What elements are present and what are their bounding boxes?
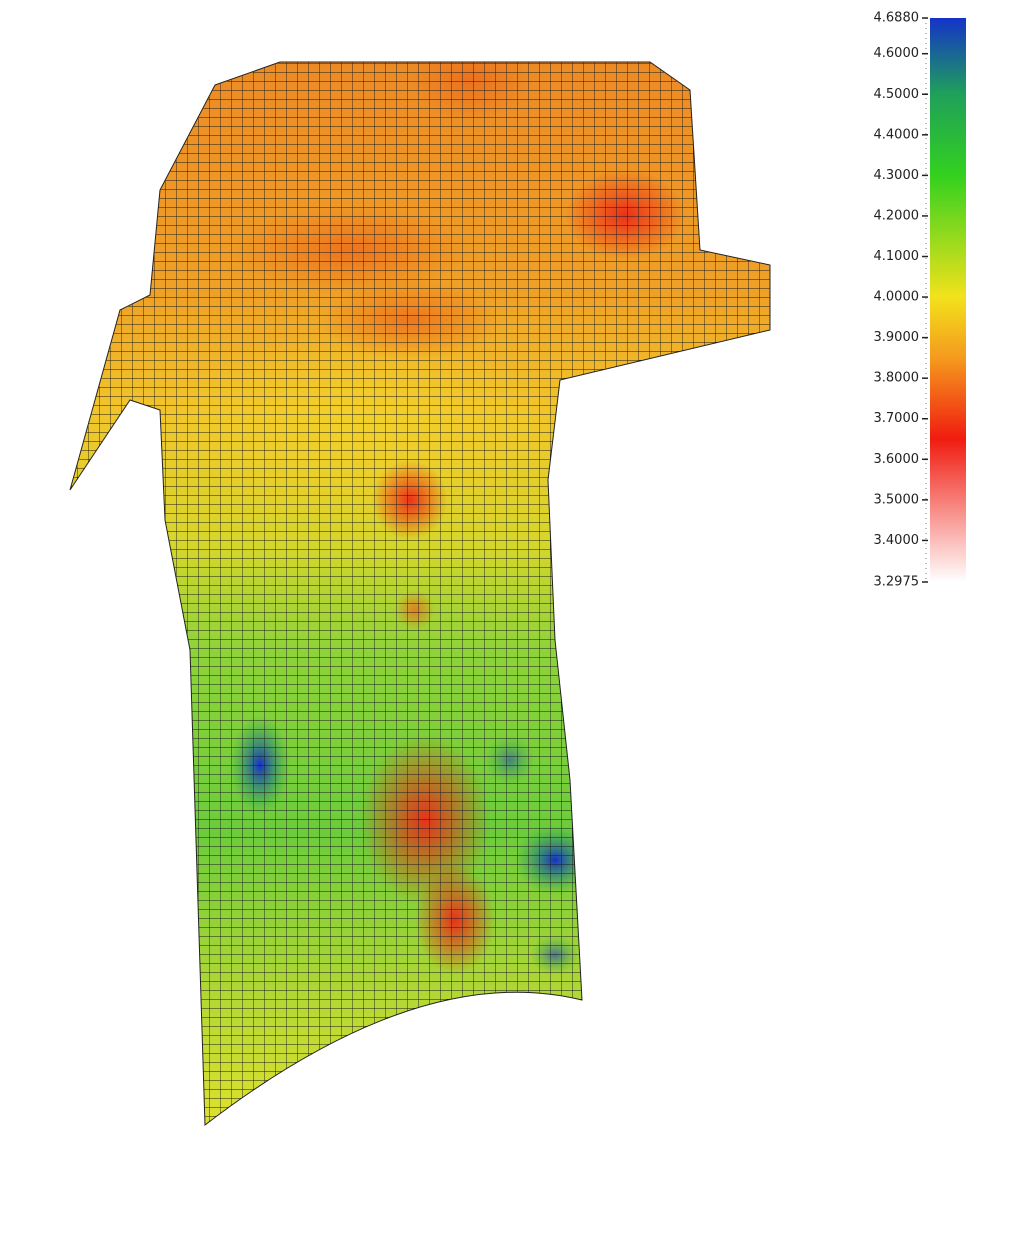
tick-label: 4.6000 <box>874 46 920 61</box>
tick-label: 4.0000 <box>874 290 920 305</box>
tick-label: 3.5000 <box>874 492 920 507</box>
tick-label: 4.6880 <box>874 11 920 26</box>
tick-label: 4.5000 <box>874 87 920 102</box>
surface <box>70 62 770 1125</box>
tick-label: 3.6000 <box>874 452 920 467</box>
tick-label: 4.3000 <box>874 168 920 183</box>
tick-label: 3.7000 <box>874 411 920 426</box>
tick-label: 3.8000 <box>874 371 920 386</box>
colorbar: 4.6880 4.6000 4.5000 4.4000 4.3000 4.2000 4.10… <box>874 11 966 590</box>
colorbar-fill <box>930 18 966 582</box>
tick-label: 3.9000 <box>874 330 920 345</box>
tick-label: 3.2975 <box>874 575 920 590</box>
tick-label: 4.1000 <box>874 249 920 264</box>
tick-label: 4.2000 <box>874 208 920 223</box>
tick-label: 4.4000 <box>874 127 920 142</box>
tick-label: 3.4000 <box>874 533 920 548</box>
